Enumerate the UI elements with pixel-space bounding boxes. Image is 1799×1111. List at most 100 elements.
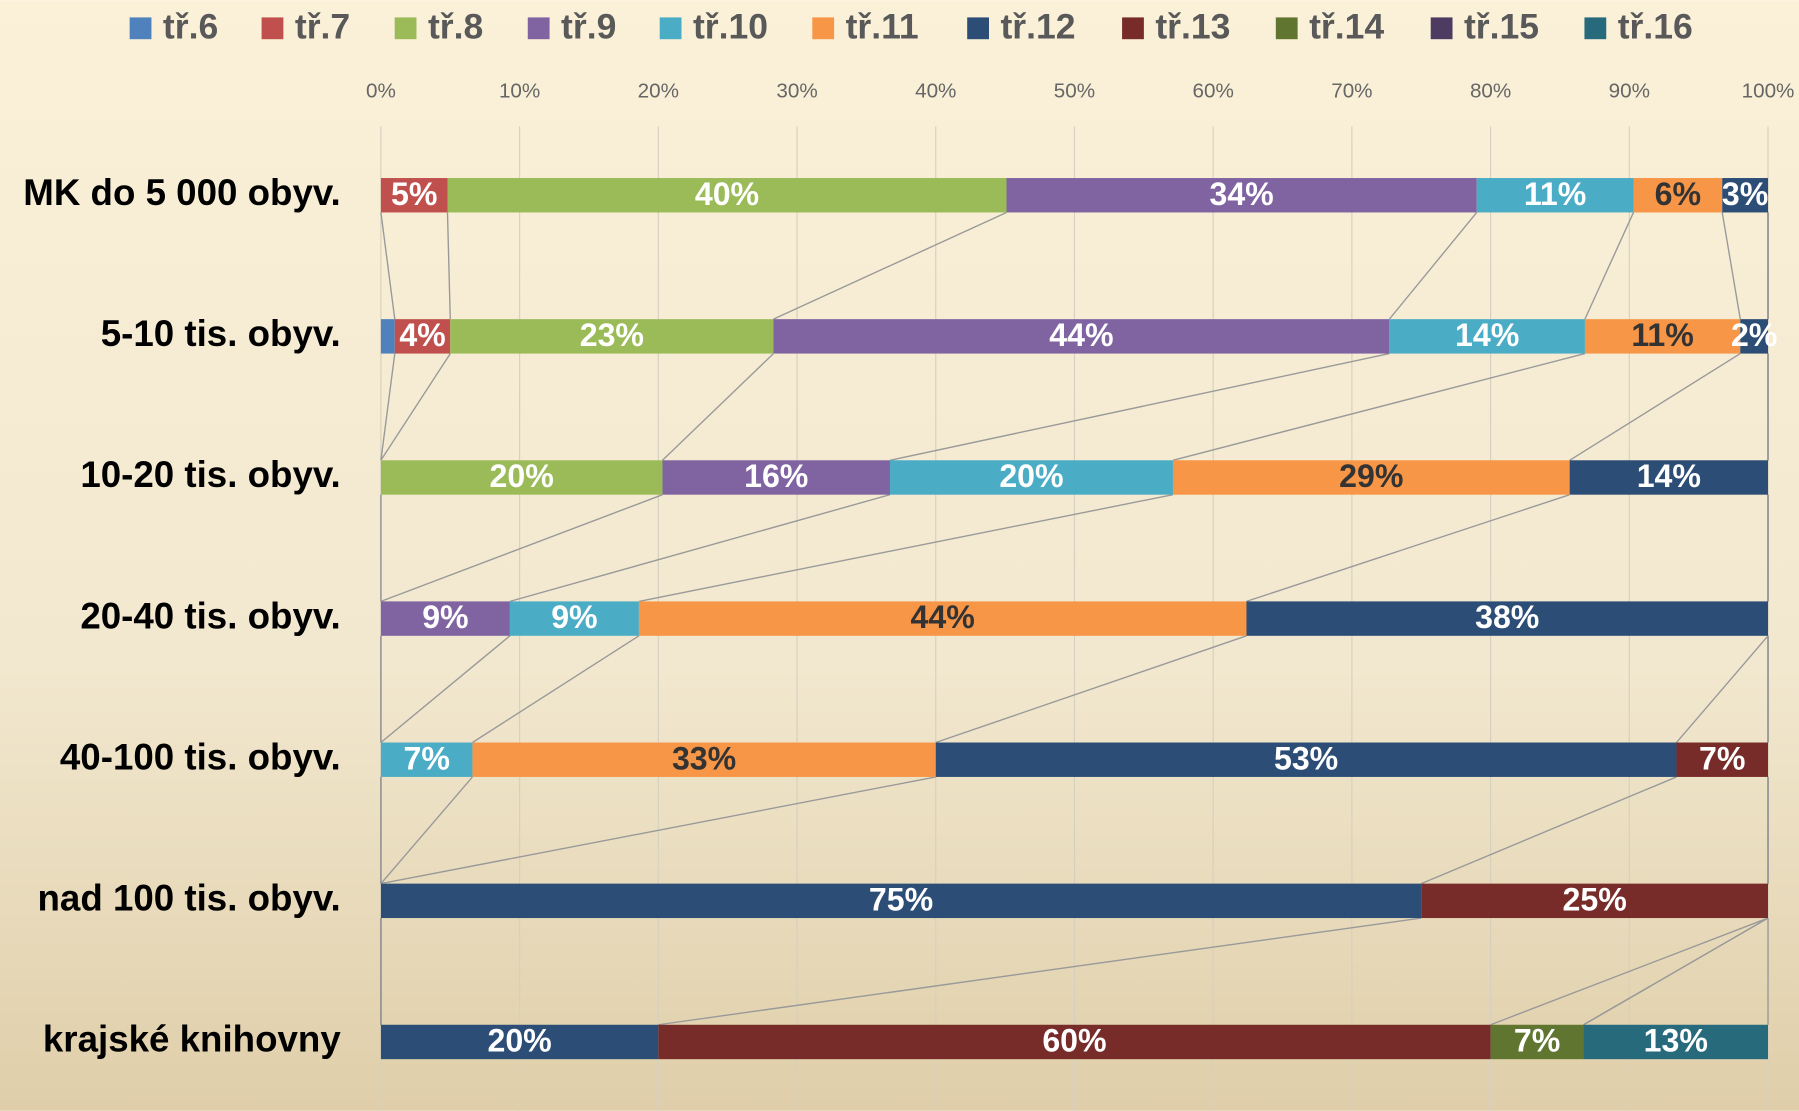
bar-segment [773,319,1390,354]
data-label: 11% [1631,317,1694,353]
bar-segment [380,742,473,777]
x-tick-label: 80% [1470,79,1511,102]
bar-segment [638,601,1247,636]
data-label: 9% [551,599,597,635]
bar-segment [1389,319,1585,354]
series-line [1569,352,1741,461]
series-line [1721,212,1741,320]
series-line [1420,776,1677,885]
bar-segment [1006,178,1477,213]
series-line [472,635,640,744]
legend-label: tř.14 [1309,6,1384,46]
legend-label: tř.12 [1000,6,1075,46]
y-tick-label: 10-20 tis. obyv. [80,454,340,495]
data-label: 11% [1524,176,1587,212]
legend-swatch [1584,17,1607,40]
data-label: 20% [999,458,1063,494]
bar-segment [1722,178,1769,213]
data-label: 5% [391,176,437,212]
legend-swatch [1275,17,1298,40]
bar-segment [472,742,936,777]
legend-swatch [1430,17,1453,40]
data-label: 44% [1049,317,1113,353]
bar-segment [380,319,395,354]
data-label: 60% [1042,1023,1106,1059]
bar-segment [658,1024,1491,1060]
series-line [1490,917,1769,1026]
series-line [509,494,891,603]
legend-swatch [394,17,417,40]
x-tick-label: 50% [1054,79,1095,102]
data-label: 2% [1731,317,1777,353]
legend-swatch [129,17,152,40]
y-tick-label: MK do 5 000 obyv. [23,172,340,213]
data-label: 13% [1644,1023,1708,1059]
data-label: 3% [1722,176,1768,212]
series-line [662,353,774,461]
x-tick-label: 90% [1609,79,1650,102]
data-label: 9% [422,599,468,635]
data-label: 34% [1209,176,1273,212]
x-tick-label: 20% [638,79,679,102]
bar-segment [1569,460,1769,495]
data-label: 75% [869,881,933,917]
data-label: 38% [1475,599,1539,635]
bar-segment [380,883,1422,919]
data-label: 44% [911,599,975,635]
bar-segment [380,460,663,495]
data-label: 23% [580,317,644,353]
series-line [1388,212,1478,320]
data-label: 29% [1339,458,1403,494]
data-label: 14% [1455,317,1519,353]
series-line [1246,494,1570,603]
legend-label: tř.6 [163,6,218,46]
series-line [380,776,936,885]
series-line [638,494,1174,603]
bar-segment [1172,460,1570,495]
bar-segment [1583,1024,1769,1060]
x-tick-label: 60% [1193,79,1234,102]
bar-segment [447,178,1007,213]
x-tick-label: 70% [1331,79,1372,102]
legend-label: tř.10 [693,6,768,46]
data-label: 20% [487,1023,551,1059]
y-tick-label: nad 100 tis. obyv. [38,878,341,919]
series-line [773,211,1007,320]
legend-swatch [967,17,989,40]
series-line [658,917,1422,1026]
legend-swatch [659,17,682,40]
data-label: 16% [744,458,808,494]
series-line [380,212,396,320]
bar-segment [394,319,451,354]
bar-segment [1676,742,1769,777]
series-line [380,494,663,603]
bar-segment [450,319,774,354]
data-label: 33% [672,740,736,776]
series-line [1172,352,1586,461]
legend-label: tř.16 [1618,6,1693,46]
series-line [935,635,1247,744]
bar-segment [1633,178,1723,213]
legend-label: tř.9 [561,6,616,46]
bar-segment [1476,178,1634,213]
bar-segment [380,178,448,213]
data-label: 7% [403,740,449,776]
series-line [446,212,451,320]
x-tick-label: 40% [915,79,956,102]
y-tick-label: 20-40 tis. obyv. [80,595,340,636]
x-tick-label: 100% [1742,79,1795,102]
legend-label: tř.11 [846,6,919,46]
data-label: 6% [1655,176,1701,212]
bar-segment [1584,319,1741,354]
data-label: 7% [1514,1023,1560,1059]
bar-segment [889,460,1173,495]
legend-swatch [1122,17,1144,40]
series-line [380,353,396,461]
data-label: 25% [1562,881,1626,917]
x-tick-label: 0% [366,79,396,102]
series-line [380,635,511,744]
y-tick-label: 40-100 tis. obyv. [60,736,341,777]
bar-segment [935,742,1677,777]
